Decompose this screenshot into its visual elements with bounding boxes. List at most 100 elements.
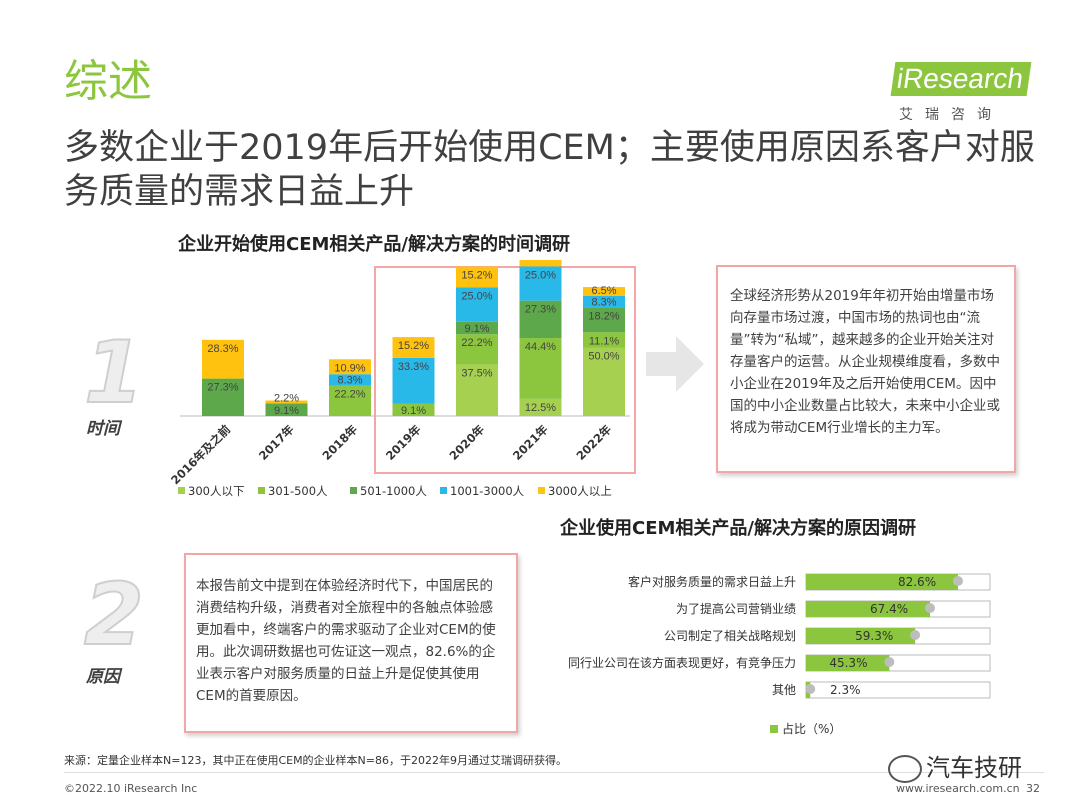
value-label: 45.3% bbox=[829, 656, 867, 670]
legend-swatch bbox=[770, 725, 778, 733]
footer-divider bbox=[64, 772, 1044, 773]
bar-segment bbox=[519, 338, 562, 399]
chart1-title: 企业开始使用CEM相关产品/解决方案的时间调研 bbox=[178, 234, 570, 255]
bar-segment bbox=[392, 337, 435, 358]
note-box-reason: 本报告前文中提到在体验经济时代下，中国居民的消费结构升级，消费者对全旅程中的各触… bbox=[184, 553, 518, 733]
bar-segment bbox=[202, 378, 244, 416]
bar-segment bbox=[456, 364, 498, 416]
bar-segment bbox=[583, 347, 625, 416]
bar-end-marker bbox=[884, 657, 895, 667]
right-arrow-icon bbox=[646, 336, 704, 392]
legend-entry: 300人以下 bbox=[188, 484, 244, 498]
footer-source: 来源：定量企业样本N=123，其中正在使用CEM的企业样本N=86，于2022年… bbox=[64, 754, 567, 767]
stacked-bar-chart: 27.3%28.3%2016年及之前9.1%2.2%2017年22.2%8.3%… bbox=[168, 260, 630, 498]
x-tick-label: 2017年 bbox=[256, 422, 297, 463]
category-label: 客户对服务质量的需求日益上升 bbox=[628, 574, 796, 589]
watermark-text: 汽车技研 bbox=[926, 754, 1022, 782]
data-label: 9.1% bbox=[464, 323, 489, 335]
x-tick-label: 2020年 bbox=[446, 422, 487, 463]
bar bbox=[806, 601, 931, 617]
data-label: 25.0% bbox=[525, 269, 556, 281]
x-tick-label: 2018年 bbox=[319, 422, 360, 463]
legend-entry: 301-500人 bbox=[268, 484, 328, 498]
bar-end-marker bbox=[925, 603, 936, 613]
category-label: 公司制定了相关战略规划 bbox=[664, 628, 796, 643]
data-label: 12.5% bbox=[525, 402, 556, 414]
legend-swatch bbox=[178, 487, 185, 494]
x-tick-label: 2019年 bbox=[383, 422, 424, 463]
x-tick-label: 2016年及之前 bbox=[168, 422, 233, 487]
bar-segment bbox=[583, 287, 625, 296]
bar-segment bbox=[202, 339, 244, 379]
main-title: 多数企业于2019年后开始使用CEM；主要使用原因系客户对服务质量的需求日益上升 bbox=[64, 128, 1035, 212]
data-label: 11.1% bbox=[589, 335, 620, 347]
bar bbox=[806, 628, 916, 644]
bar-segment bbox=[265, 400, 308, 404]
x-tick-label: 2022年 bbox=[573, 422, 614, 463]
logo-brand: iResearch bbox=[890, 62, 1032, 96]
bar-segment bbox=[329, 374, 371, 386]
logo-sub: 艾瑞咨询 bbox=[899, 107, 1003, 123]
legend-entry: 1001-3000人 bbox=[450, 484, 525, 498]
data-label: 10.9% bbox=[334, 362, 365, 374]
bar-segment bbox=[456, 321, 498, 335]
legend-entry: 3000人以上 bbox=[548, 484, 612, 498]
section-title: 综述 bbox=[64, 56, 152, 107]
category-label: 为了提高公司营销业绩 bbox=[676, 601, 796, 616]
section-number-2: 2 bbox=[83, 565, 145, 665]
wechat-icon bbox=[888, 755, 922, 783]
data-label: 8.3% bbox=[591, 296, 616, 308]
legend-entry: 501-1000人 bbox=[360, 484, 427, 498]
bar-segment bbox=[392, 357, 435, 404]
data-label: 8.3% bbox=[337, 375, 362, 387]
data-label: 2.2% bbox=[274, 393, 299, 405]
bar bbox=[806, 574, 958, 590]
watermark: 汽车技研 bbox=[888, 748, 1022, 783]
data-label: 28.3% bbox=[207, 343, 238, 355]
bar-segment bbox=[456, 266, 498, 288]
bar-segment bbox=[519, 300, 562, 339]
section-label-time: 时间 bbox=[86, 419, 120, 439]
value-label: 2.3% bbox=[830, 683, 861, 697]
legend-swatch bbox=[440, 487, 447, 494]
data-label: 9.1% bbox=[401, 405, 426, 417]
bar-segment bbox=[329, 385, 371, 416]
data-label: 33.3% bbox=[398, 361, 429, 373]
legend-swatch bbox=[258, 487, 265, 494]
data-label: 9.1% bbox=[274, 405, 299, 417]
value-label: 67.4% bbox=[870, 602, 908, 616]
data-label: 18.2% bbox=[588, 310, 619, 322]
data-label: 22.2% bbox=[334, 389, 365, 401]
value-label: 82.6% bbox=[898, 575, 936, 589]
bar-segment bbox=[583, 307, 625, 333]
bar-segment bbox=[392, 403, 435, 416]
bar-segment bbox=[456, 334, 498, 365]
note-box-time: 全球经济形势从2019年年初开始由增量市场向存量市场过渡，中国市场的热词也由“流… bbox=[716, 265, 1016, 473]
bar-segment bbox=[583, 332, 625, 348]
legend-swatch bbox=[538, 487, 545, 494]
horizontal-bar-chart: 客户对服务质量的需求日益上升 82.6% 为了提高公司营销业绩 67.4% 公司制定了相… bbox=[568, 573, 991, 736]
bar-segment bbox=[519, 266, 562, 301]
data-label: 37.5% bbox=[461, 368, 492, 380]
bar-segment bbox=[456, 287, 498, 322]
iresearch-logo: iResearch 艾瑞咨询 bbox=[890, 60, 1032, 123]
bar bbox=[806, 655, 890, 671]
chart2-title: 企业使用CEM相关产品/解决方案的原因调研 bbox=[560, 518, 916, 539]
data-label: 15.2% bbox=[461, 270, 492, 282]
category-label: 其他 bbox=[772, 683, 796, 697]
section-number-1: 1 bbox=[83, 323, 145, 423]
data-label: 27.3% bbox=[525, 304, 556, 316]
bar-end-marker bbox=[805, 684, 816, 694]
bar-segment bbox=[519, 260, 562, 267]
data-label: 22.2% bbox=[461, 337, 492, 349]
legend-entry: 占比（%） bbox=[782, 721, 841, 736]
bar-segment bbox=[519, 398, 562, 416]
section-label-reason: 原因 bbox=[86, 667, 120, 687]
page-number: 32 bbox=[1026, 782, 1040, 795]
data-label: 27.3% bbox=[207, 382, 238, 394]
footer-copyright: ©2022.10 iResearch Inc bbox=[64, 782, 198, 795]
value-label: 59.3% bbox=[855, 629, 893, 643]
category-label: 同行业公司在该方面表现更好，有竞争压力 bbox=[568, 655, 796, 670]
legend-swatch bbox=[350, 487, 357, 494]
highlight-box bbox=[374, 266, 636, 474]
